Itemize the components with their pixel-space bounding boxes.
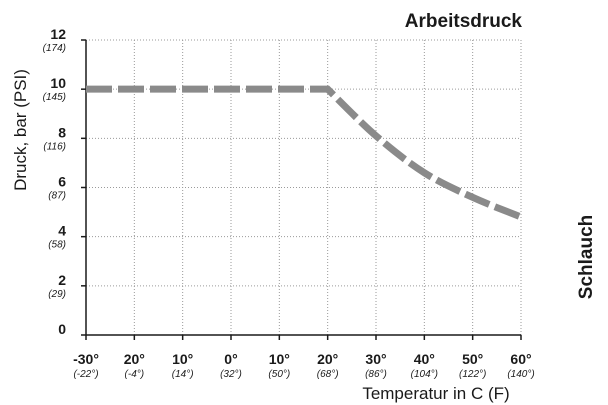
x-tick-label: 30° [365, 351, 386, 367]
x-tick-sublabel: (-4°) [125, 369, 145, 380]
x-tick-sublabel: (50°) [268, 369, 290, 380]
y-tick-label: 0 [58, 321, 66, 337]
x-tick-label: 10° [172, 351, 193, 367]
y-tick-sublabel: (145) [43, 92, 66, 103]
y-tick-label: 4 [58, 223, 66, 239]
x-tick-sublabel: (14°) [172, 369, 194, 380]
y-tick-labels: 0 2(29) 4(58) 6(87) 8(116) 10(145) 12(174) [43, 26, 67, 337]
x-tick-sublabel: (122°) [459, 369, 486, 380]
x-tick-label: 20° [124, 351, 145, 367]
x-tick-label: 40° [414, 351, 435, 367]
y-tick-sublabel: (87) [48, 191, 66, 202]
series [86, 85, 523, 221]
x-tick-sublabel: (32°) [220, 369, 242, 380]
y-tick-label: 2 [58, 272, 66, 288]
axes [81, 39, 522, 340]
y-tick-sublabel: (174) [43, 43, 66, 54]
x-tick-sublabel: (104°) [411, 369, 438, 380]
side-label: Schlauch [576, 215, 597, 299]
x-tick-label: 10° [269, 351, 290, 367]
x-tick-label: -30° [73, 351, 99, 367]
x-axis-label: Temperatur in C (F) [362, 384, 509, 403]
y-tick-label: 12 [50, 26, 66, 42]
x-tick-sublabel: (86°) [365, 369, 387, 380]
chart-title: Arbeitsdruck [405, 11, 523, 32]
x-tick-sublabel: (68°) [317, 369, 339, 380]
y-tick-sublabel: (58) [48, 240, 66, 251]
x-tick-label: 0° [224, 351, 237, 367]
y-tick-label: 6 [58, 174, 66, 190]
x-tick-labels: -30° (-22°) 20° (-4°) 10° (14°) 0° (32°) 10° (50°… [73, 351, 535, 380]
y-axis-label: Druck, bar (PSI) [11, 69, 30, 191]
grid [86, 39, 522, 335]
x-tick-sublabel: (-22°) [73, 369, 98, 380]
pressure-series-line [86, 85, 523, 221]
x-tick-label: 60° [510, 351, 531, 367]
y-tick-label: 10 [50, 75, 66, 91]
x-tick-label: 50° [462, 351, 483, 367]
y-tick-sublabel: (116) [43, 141, 66, 152]
x-tick-label: 20° [317, 351, 338, 367]
y-tick-sublabel: (29) [48, 289, 66, 300]
x-tick-sublabel: (140°) [507, 369, 534, 380]
y-tick-label: 8 [58, 124, 66, 140]
